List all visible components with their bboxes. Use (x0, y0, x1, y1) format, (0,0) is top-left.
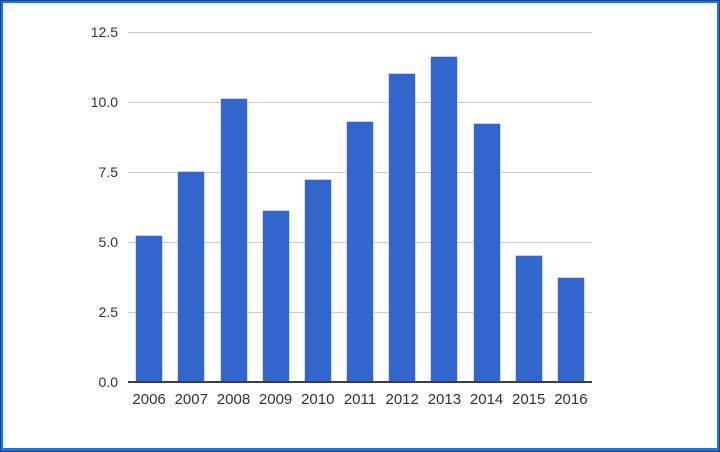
bar-2013 (431, 57, 458, 382)
x-tick-label-2013: 2013 (427, 391, 462, 408)
x-tick-label-2007: 2007 (174, 391, 208, 408)
x-tick-label-2011: 2011 (343, 391, 377, 408)
x-axis-labels: 2006 2007 2008 2009 2010 2011 2012 2013 2014 2015… (128, 390, 592, 412)
bar-2010 (304, 180, 331, 382)
bar-2011 (347, 121, 373, 382)
x-tick-label-2015: 2015 (512, 391, 546, 408)
bar-2016 (557, 278, 584, 382)
x-tick-label-2014: 2014 (469, 391, 504, 408)
y-axis-labels: 0.0 2.5 5.0 7.5 10.0 12.5 (6, 24, 118, 390)
x-tick-label-2010: 2010 (301, 391, 335, 408)
gridline-12.5 (128, 32, 592, 33)
bar-2015 (515, 256, 542, 382)
y-tick-label-0.0: 0.0 (98, 374, 118, 390)
x-tick-label-2009: 2009 (258, 391, 293, 408)
bar-2014 (473, 124, 500, 382)
bar-2007 (178, 172, 205, 382)
x-tick-label-2008: 2008 (216, 391, 251, 408)
bar-2008 (220, 99, 247, 382)
x-tick-label-2012: 2012 (385, 391, 419, 408)
y-tick-label-2.5: 2.5 (98, 304, 118, 320)
gridline-10.0 (128, 102, 592, 103)
bar-2012 (389, 74, 416, 382)
bar-2009 (262, 211, 289, 382)
y-tick-label-7.5: 7.5 (98, 164, 118, 180)
y-tick-label-10.0: 10.0 (90, 94, 118, 110)
y-tick-label-12.5: 12.5 (90, 24, 118, 40)
x-tick-label-2006: 2006 (132, 391, 166, 408)
plot-area (128, 32, 592, 383)
x-tick-label-2016: 2016 (554, 391, 588, 408)
x-axis-line (128, 381, 592, 383)
y-tick-label-5.0: 5.0 (98, 234, 118, 250)
bar-2006 (136, 236, 163, 382)
